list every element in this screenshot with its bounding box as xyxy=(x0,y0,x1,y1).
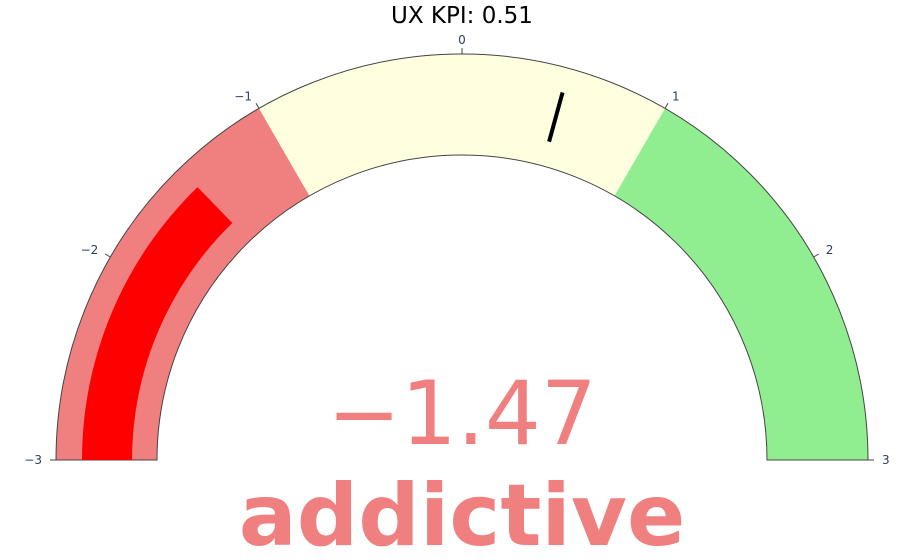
gauge-ticks: −3 −2 −1 0 1 2 3 xyxy=(24,33,889,467)
gauge-value-bar xyxy=(82,187,233,461)
gauge-value-number: −1.47 xyxy=(327,362,597,465)
gauge-tick-label: 1 xyxy=(672,89,680,103)
gauge-tick-label: 0 xyxy=(458,33,466,47)
gauge-tick-mark xyxy=(255,102,260,109)
gauge-step-2 xyxy=(259,53,665,196)
chart-title: UX KPI: 0.51 xyxy=(391,3,533,29)
gauge-value-label: addictive xyxy=(239,466,686,560)
gauge-tick-label: 2 xyxy=(826,243,834,257)
gauge-tick-label: −2 xyxy=(81,243,99,257)
gauge-outline xyxy=(55,53,869,461)
gauge-tick-mark xyxy=(813,253,820,258)
gauge-tick-label: −3 xyxy=(24,453,42,467)
gauge-tick-label: −1 xyxy=(234,89,252,103)
gauge-tick-mark xyxy=(104,253,111,258)
gauge-tick-mark xyxy=(664,102,669,109)
gauge-tick-label: 3 xyxy=(882,453,890,467)
gauge-step-3 xyxy=(614,108,868,460)
gauge-threshold-line xyxy=(547,91,565,143)
